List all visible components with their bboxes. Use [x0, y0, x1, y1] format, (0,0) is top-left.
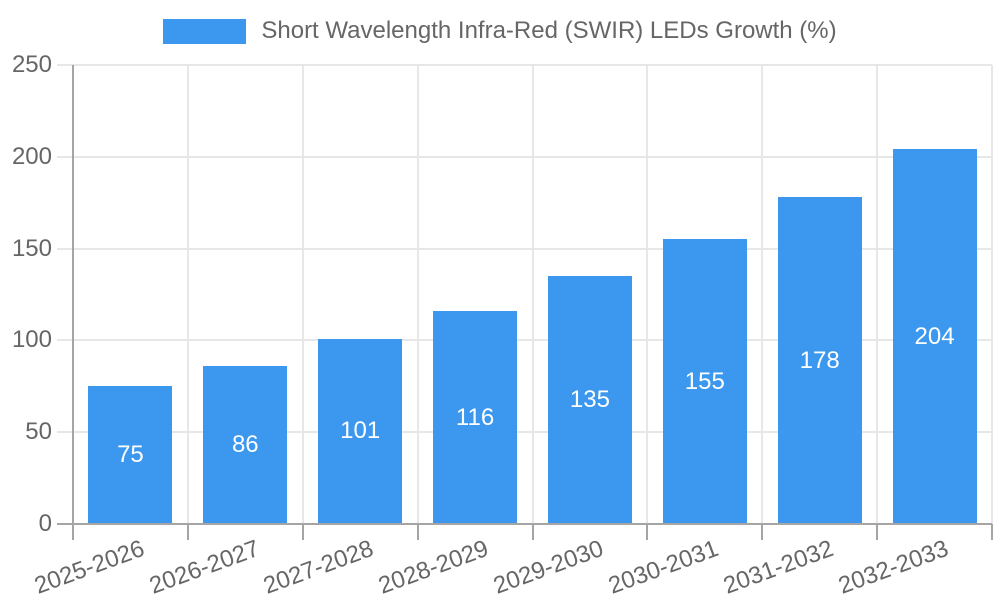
bar[interactable]	[662, 239, 747, 524]
axis-tick	[301, 524, 304, 540]
x-axis-tick-label: 2025-2026	[30, 535, 148, 600]
bar[interactable]	[203, 366, 288, 524]
y-axis-tick-label: 100	[11, 326, 52, 354]
y-gridline	[57, 64, 992, 66]
legend[interactable]: Short Wavelength Infra-Red (SWIR) LEDs G…	[0, 16, 1000, 46]
y-axis-line	[72, 65, 74, 524]
y-gridline	[57, 431, 992, 434]
y-gridline	[57, 247, 992, 250]
bar-value-label: 101	[340, 417, 381, 445]
axis-tick	[72, 524, 74, 540]
axis-tick	[531, 524, 534, 540]
bar-value-label: 155	[684, 367, 725, 395]
x-gridline	[531, 65, 534, 524]
x-gridline	[186, 65, 189, 524]
bar[interactable]	[433, 311, 518, 524]
axis-tick	[761, 524, 764, 540]
y-axis-tick-label: 150	[11, 234, 52, 262]
bar-value-label: 86	[231, 431, 259, 459]
x-axis-tick-label: 2030-2031	[604, 535, 723, 600]
axis-tick	[186, 524, 189, 540]
legend-label: Short Wavelength Infra-Red (SWIR) LEDs G…	[261, 17, 837, 44]
x-gridline	[301, 65, 304, 524]
axis-tick	[646, 524, 649, 540]
y-axis-tick-label: 50	[25, 418, 52, 446]
bar[interactable]	[892, 149, 977, 524]
x-gridline	[761, 65, 764, 524]
bar[interactable]	[318, 338, 403, 524]
x-axis-line	[57, 523, 992, 525]
x-axis-tick-label: 2029-2030	[490, 535, 608, 600]
bar-value-label: 75	[117, 441, 144, 469]
legend-swatch	[163, 18, 247, 44]
x-gridline	[646, 65, 649, 524]
bar-value-label: 204	[914, 322, 955, 350]
x-gridline	[991, 65, 993, 524]
y-gridline	[57, 339, 992, 342]
bar-value-label: 135	[569, 386, 610, 414]
bar-value-label: 178	[799, 346, 840, 374]
y-axis-tick-label: 0	[38, 510, 52, 537]
bar[interactable]	[88, 386, 173, 524]
axis-tick	[876, 524, 879, 540]
y-axis-tick-label: 200	[11, 142, 52, 170]
bar-value-label: 116	[455, 403, 495, 431]
x-gridline	[416, 65, 419, 524]
y-gridline	[57, 155, 992, 158]
x-gridline	[876, 65, 879, 524]
y-axis-tick-label: 250	[11, 51, 52, 78]
axis-tick	[991, 524, 993, 540]
x-axis-tick-label: 2032-2033	[834, 535, 952, 600]
x-axis-tick-label: 2027-2028	[260, 535, 378, 600]
axis-tick	[416, 524, 419, 540]
x-axis-tick-label: 2031-2032	[719, 535, 837, 600]
bar[interactable]	[777, 197, 862, 524]
x-axis-tick-label: 2028-2029	[375, 535, 493, 600]
x-axis-tick-label: 2026-2027	[145, 535, 263, 600]
bar[interactable]	[547, 276, 632, 524]
